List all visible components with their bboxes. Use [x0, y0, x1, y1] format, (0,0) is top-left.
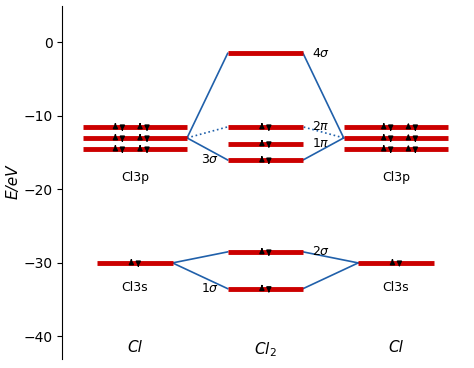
- Y-axis label: E/eV: E/eV: [6, 165, 20, 199]
- Text: Cl: Cl: [389, 340, 403, 355]
- Text: 3$\sigma$: 3$\sigma$: [201, 153, 219, 166]
- Text: Cl$_2$: Cl$_2$: [254, 340, 277, 359]
- Text: Cl3p: Cl3p: [121, 171, 149, 184]
- Text: Cl3p: Cl3p: [382, 171, 410, 184]
- Text: 2$\pi$: 2$\pi$: [312, 120, 329, 133]
- Text: 1$\pi$: 1$\pi$: [312, 137, 329, 150]
- Text: 2$\sigma$: 2$\sigma$: [312, 245, 330, 258]
- Text: Cl3s: Cl3s: [383, 281, 409, 294]
- Text: Cl: Cl: [128, 340, 142, 355]
- Text: 1$\sigma$: 1$\sigma$: [201, 282, 219, 295]
- Text: Cl3s: Cl3s: [121, 281, 148, 294]
- Text: 4$\sigma$: 4$\sigma$: [312, 47, 330, 60]
